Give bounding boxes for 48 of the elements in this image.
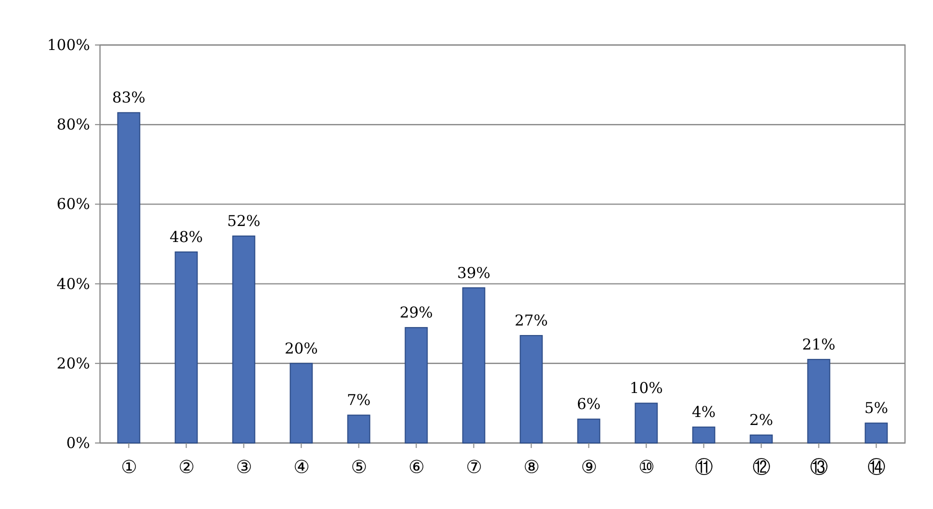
x-tick-label: ④ <box>293 457 310 478</box>
data-label: 29% <box>400 304 433 322</box>
x-tick-label: ⑫ <box>752 457 770 478</box>
y-tick-label: 60% <box>56 195 90 214</box>
data-label: 27% <box>514 312 548 330</box>
data-label: 4% <box>692 403 716 422</box>
y-tick-label: 80% <box>56 116 90 134</box>
bar <box>520 335 543 444</box>
bar <box>864 422 888 444</box>
x-tick-label: ⑧ <box>523 457 540 478</box>
x-tick-label: ⑪ <box>694 457 713 478</box>
data-label: 39% <box>457 264 490 282</box>
data-label: 83% <box>112 88 146 107</box>
x-tick-label: ① <box>120 457 137 478</box>
data-label: 21% <box>802 335 836 354</box>
x-tick-label: ⑦ <box>466 457 482 478</box>
bar <box>290 362 313 444</box>
data-label: 7% <box>346 391 371 410</box>
data-label: 20% <box>284 339 318 358</box>
data-label: 6% <box>576 395 601 414</box>
x-tick-label: ⑥ <box>408 457 424 478</box>
bar <box>347 414 370 444</box>
x-tick-label: ⑨ <box>580 457 597 478</box>
bar <box>232 236 256 444</box>
bar <box>577 418 600 444</box>
data-label: 10% <box>630 379 663 398</box>
x-tick-label: ⑩ <box>638 457 654 478</box>
data-label: 2% <box>749 411 774 430</box>
data-label: 5% <box>864 399 888 418</box>
bar <box>117 112 140 444</box>
x-tick-label: ⑬ <box>810 457 828 478</box>
bar <box>692 426 716 444</box>
data-label: 48% <box>170 228 203 246</box>
x-tick-label: ⑤ <box>350 457 367 478</box>
bar <box>807 358 830 444</box>
y-tick-label: 100% <box>47 36 90 54</box>
bar <box>404 327 428 444</box>
bar <box>174 251 198 444</box>
y-tick-label: 0% <box>66 434 90 452</box>
y-tick-label: 20% <box>56 354 90 372</box>
x-tick-label: ② <box>178 457 194 478</box>
bar <box>634 402 658 444</box>
x-tick-label: ⑭ <box>867 457 886 478</box>
y-tick-label: 40% <box>56 274 90 293</box>
bar <box>462 287 486 444</box>
data-label: 52% <box>227 212 260 230</box>
x-tick-label: ③ <box>236 457 252 478</box>
bar <box>750 434 773 444</box>
